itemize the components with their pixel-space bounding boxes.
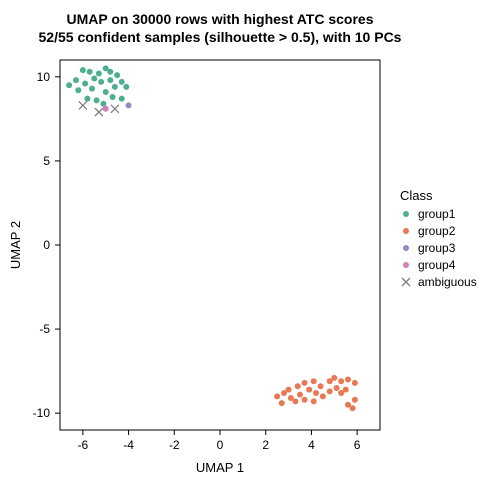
point-group2: [327, 388, 333, 394]
point-group1: [107, 69, 113, 75]
point-group2: [334, 385, 340, 391]
point-group1: [80, 67, 86, 73]
x-tick-label: 4: [308, 438, 315, 452]
y-tick-label: -5: [39, 322, 50, 336]
point-group2: [279, 400, 285, 406]
legend-label-group3: group3: [418, 241, 456, 255]
legend-swatch-group2: [403, 228, 409, 234]
point-group2: [320, 393, 326, 399]
point-group1: [110, 94, 116, 100]
umap-scatter-plot: UMAP on 30000 rows with highest ATC scor…: [0, 0, 504, 504]
point-group1: [91, 76, 97, 82]
point-group1: [75, 87, 81, 93]
y-tick-label: -10: [33, 406, 51, 420]
y-tick-label: 0: [43, 238, 50, 252]
point-group2: [311, 398, 317, 404]
x-tick-label: -6: [78, 438, 89, 452]
point-group2: [306, 387, 312, 393]
point-group1: [66, 82, 72, 88]
point-group1: [96, 70, 102, 76]
point-group2: [295, 383, 301, 389]
point-group2: [345, 377, 351, 383]
point-group2: [311, 378, 317, 384]
point-group2: [338, 378, 344, 384]
x-tick-label: -4: [123, 438, 134, 452]
legend-label-group1: group1: [418, 207, 456, 221]
y-axis-label: UMAP 2: [8, 221, 23, 269]
point-group1: [73, 77, 79, 83]
point-group1: [103, 89, 109, 95]
x-tick-label: 6: [354, 438, 361, 452]
chart-title-line2: 52/55 confident samples (silhouette > 0.…: [39, 29, 402, 45]
legend-label-group2: group2: [418, 224, 456, 238]
point-group1: [98, 79, 104, 85]
point-group1: [112, 84, 118, 90]
point-group2: [318, 383, 324, 389]
x-tick-label: -2: [169, 438, 180, 452]
x-tick-label: 2: [262, 438, 269, 452]
point-group1: [119, 96, 125, 102]
point-group2: [302, 380, 308, 386]
point-group4: [103, 106, 109, 112]
legend-label-group4: group4: [418, 258, 456, 272]
point-group2: [292, 398, 298, 404]
y-tick-label: 5: [43, 154, 50, 168]
point-group1: [94, 97, 100, 103]
x-axis-label: UMAP 1: [196, 460, 244, 475]
point-group1: [119, 79, 125, 85]
legend-swatch-group3: [403, 245, 409, 251]
x-tick-label: 0: [217, 438, 224, 452]
point-group1: [114, 72, 120, 78]
chart-title-line1: UMAP on 30000 rows with highest ATC scor…: [66, 11, 373, 27]
point-group1: [84, 96, 90, 102]
point-group2: [352, 397, 358, 403]
point-group1: [82, 81, 88, 87]
point-group2: [313, 390, 319, 396]
chart-container: UMAP on 30000 rows with highest ATC scor…: [0, 0, 504, 504]
point-group2: [331, 375, 337, 381]
point-group1: [123, 84, 129, 90]
y-tick-label: 10: [37, 70, 51, 84]
legend-swatch-group1: [403, 211, 409, 217]
legend-title: Class: [400, 188, 433, 203]
point-group2: [302, 397, 308, 403]
legend-label-ambiguous: ambiguous: [418, 275, 477, 289]
point-group3: [126, 102, 132, 108]
point-group2: [350, 405, 356, 411]
point-group2: [297, 392, 303, 398]
point-group1: [89, 86, 95, 92]
point-group2: [286, 387, 292, 393]
legend-swatch-group4: [403, 262, 409, 268]
point-group2: [274, 393, 280, 399]
point-group1: [107, 77, 113, 83]
point-group2: [352, 380, 358, 386]
point-group2: [343, 387, 349, 393]
point-group1: [87, 69, 93, 75]
